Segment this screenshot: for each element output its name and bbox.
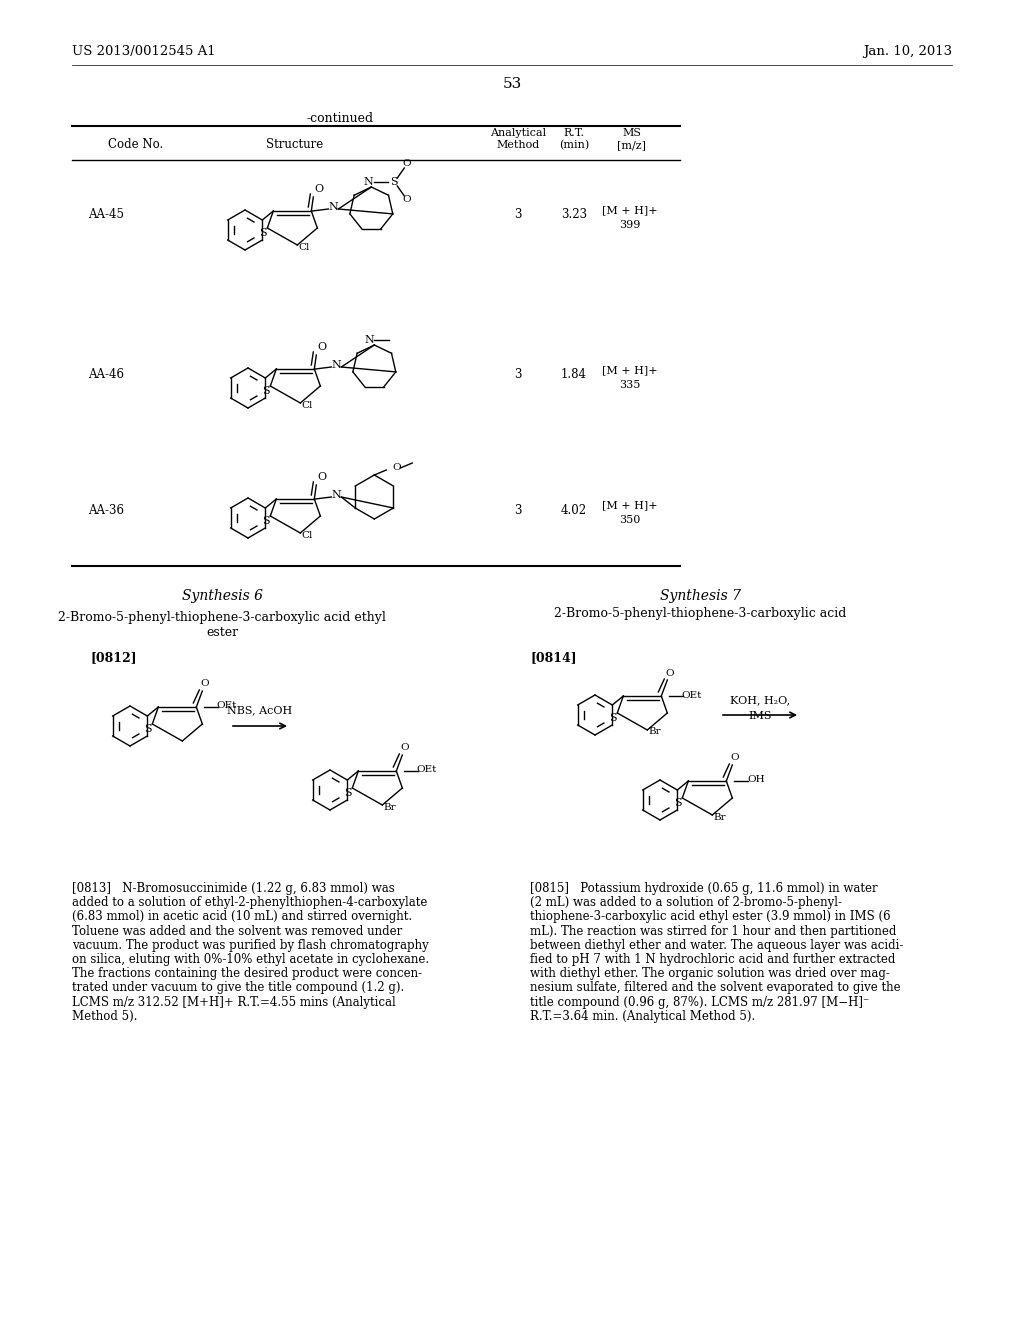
- Text: Br: Br: [713, 813, 726, 821]
- Text: O: O: [314, 183, 324, 194]
- Text: [0814]: [0814]: [530, 652, 577, 664]
- Text: S: S: [675, 799, 682, 808]
- Text: 350: 350: [620, 515, 641, 525]
- Text: US 2013/0012545 A1: US 2013/0012545 A1: [72, 45, 216, 58]
- Text: R.T.=3.64 min. (Analytical Method 5).: R.T.=3.64 min. (Analytical Method 5).: [530, 1010, 756, 1023]
- Text: AA-45: AA-45: [88, 209, 124, 222]
- Text: Cl: Cl: [299, 243, 310, 252]
- Text: thiophene-3-carboxylic acid ethyl ester (3.9 mmol) in IMS (6: thiophene-3-carboxylic acid ethyl ester …: [530, 911, 891, 924]
- Text: [M + H]+: [M + H]+: [602, 205, 657, 215]
- Text: R.T.
(min): R.T. (min): [559, 128, 589, 150]
- Text: [0812]: [0812]: [90, 652, 136, 664]
- Text: N: N: [332, 360, 341, 370]
- Text: S: S: [262, 516, 270, 525]
- Text: O: O: [392, 463, 400, 473]
- Text: 335: 335: [620, 380, 641, 389]
- Text: N: N: [364, 177, 373, 187]
- Text: Cl: Cl: [302, 531, 313, 540]
- Text: MS
[m/z]: MS [m/z]: [617, 128, 646, 149]
- Text: fied to pH 7 with 1 N hydrochloric acid and further extracted: fied to pH 7 with 1 N hydrochloric acid …: [530, 953, 895, 966]
- Text: [M + H]+: [M + H]+: [602, 366, 657, 375]
- Text: N: N: [329, 202, 338, 213]
- Text: S: S: [390, 177, 398, 187]
- Text: OEt: OEt: [681, 690, 701, 700]
- Text: 4.02: 4.02: [561, 503, 587, 516]
- Text: KOH, H₂O,: KOH, H₂O,: [730, 696, 791, 705]
- Text: O: O: [402, 160, 411, 169]
- Text: S: S: [262, 385, 270, 396]
- Text: 2-Bromo-5-phenyl-thiophene-3-carboxylic acid: 2-Bromo-5-phenyl-thiophene-3-carboxylic …: [554, 607, 846, 620]
- Text: N: N: [365, 335, 374, 345]
- Text: 3: 3: [514, 503, 522, 516]
- Text: Analytical
Method: Analytical Method: [489, 128, 546, 149]
- Text: 3.23: 3.23: [561, 209, 587, 222]
- Text: 399: 399: [620, 220, 641, 230]
- Text: 1.84: 1.84: [561, 368, 587, 381]
- Text: mL). The reaction was stirred for 1 hour and then partitioned: mL). The reaction was stirred for 1 hour…: [530, 924, 896, 937]
- Text: between diethyl ether and water. The aqueous layer was acidi-: between diethyl ether and water. The aqu…: [530, 939, 903, 952]
- Text: O: O: [317, 342, 327, 352]
- Text: 53: 53: [503, 77, 521, 91]
- Text: The fractions containing the desired product were concen-: The fractions containing the desired pro…: [72, 968, 422, 981]
- Text: Br: Br: [383, 803, 395, 812]
- Text: [0813]   N-Bromosuccinimide (1.22 g, 6.83 mmol) was: [0813] N-Bromosuccinimide (1.22 g, 6.83 …: [72, 882, 394, 895]
- Text: 3: 3: [514, 209, 522, 222]
- Text: vacuum. The product was purified by flash chromatography: vacuum. The product was purified by flas…: [72, 939, 429, 952]
- Text: (6.83 mmol) in acetic acid (10 mL) and stirred overnight.: (6.83 mmol) in acetic acid (10 mL) and s…: [72, 911, 412, 924]
- Text: ester: ester: [206, 626, 238, 639]
- Text: trated under vacuum to give the title compound (1.2 g).: trated under vacuum to give the title co…: [72, 981, 404, 994]
- Text: S: S: [344, 788, 352, 799]
- Text: LCMS m/z 312.52 [M+H]+ R.T.=4.55 mins (Analytical: LCMS m/z 312.52 [M+H]+ R.T.=4.55 mins (A…: [72, 995, 395, 1008]
- Text: Jan. 10, 2013: Jan. 10, 2013: [863, 45, 952, 58]
- Text: on silica, eluting with 0%-10% ethyl acetate in cyclohexane.: on silica, eluting with 0%-10% ethyl ace…: [72, 953, 429, 966]
- Text: Structure: Structure: [266, 137, 324, 150]
- Text: OEt: OEt: [216, 701, 237, 710]
- Text: title compound (0.96 g, 87%). LCMS m/z 281.97 [M−H]⁻: title compound (0.96 g, 87%). LCMS m/z 2…: [530, 995, 869, 1008]
- Text: O: O: [730, 754, 738, 763]
- Text: O: O: [317, 473, 327, 482]
- Text: S: S: [144, 723, 153, 734]
- Text: [0815]   Potassium hydroxide (0.65 g, 11.6 mmol) in water: [0815] Potassium hydroxide (0.65 g, 11.6…: [530, 882, 878, 895]
- Text: added to a solution of ethyl-2-phenylthiophen-4-carboxylate: added to a solution of ethyl-2-phenylthi…: [72, 896, 427, 909]
- Text: IMS: IMS: [749, 711, 772, 721]
- Text: 2-Bromo-5-phenyl-thiophene-3-carboxylic acid ethyl: 2-Bromo-5-phenyl-thiophene-3-carboxylic …: [58, 611, 386, 624]
- Text: Cl: Cl: [302, 400, 313, 409]
- Text: nesium sulfate, filtered and the solvent evaporated to give the: nesium sulfate, filtered and the solvent…: [530, 981, 901, 994]
- Text: Toluene was added and the solvent was removed under: Toluene was added and the solvent was re…: [72, 924, 402, 937]
- Text: Synthesis 7: Synthesis 7: [659, 589, 740, 603]
- Text: Br: Br: [648, 727, 660, 737]
- Text: S: S: [609, 713, 617, 723]
- Text: -continued: -continued: [306, 111, 374, 124]
- Text: O: O: [665, 668, 674, 677]
- Text: AA-46: AA-46: [88, 368, 124, 381]
- Text: Method 5).: Method 5).: [72, 1010, 137, 1023]
- Text: Code No.: Code No.: [108, 137, 163, 150]
- Text: S: S: [259, 228, 267, 238]
- Text: AA-36: AA-36: [88, 503, 124, 516]
- Text: with diethyl ether. The organic solution was dried over mag-: with diethyl ether. The organic solution…: [530, 968, 890, 981]
- Text: [M + H]+: [M + H]+: [602, 500, 657, 510]
- Text: OH: OH: [748, 776, 765, 784]
- Text: Synthesis 6: Synthesis 6: [181, 589, 262, 603]
- Text: (2 mL) was added to a solution of 2-bromo-5-phenyl-: (2 mL) was added to a solution of 2-brom…: [530, 896, 842, 909]
- Text: NBS, AcOH: NBS, AcOH: [227, 705, 293, 715]
- Text: O: O: [402, 195, 411, 205]
- Text: OEt: OEt: [416, 766, 436, 775]
- Text: 3: 3: [514, 368, 522, 381]
- Text: N: N: [332, 490, 341, 500]
- Text: O: O: [200, 680, 209, 689]
- Text: O: O: [400, 743, 409, 752]
